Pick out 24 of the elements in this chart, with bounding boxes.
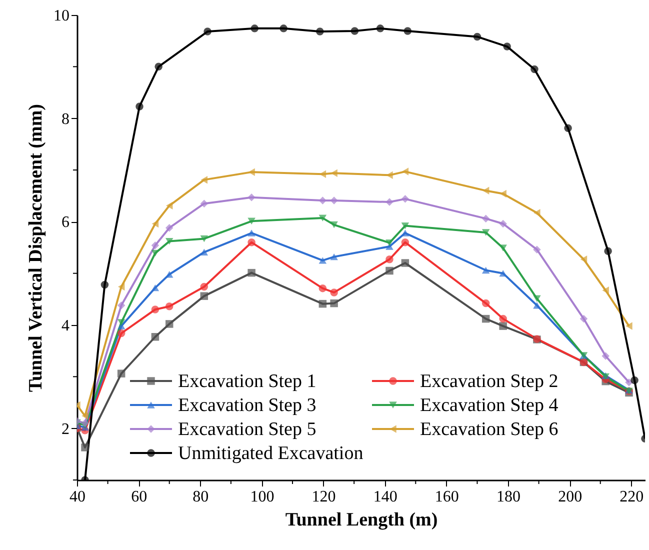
legend-label: Excavation Step 1 [178,371,316,392]
x-tick-label: 160 [434,488,459,506]
legend-label: Excavation Step 2 [420,371,558,392]
legend-label: Excavation Step 6 [420,419,558,440]
y-axis-title: Tunnel Vertical Displacement (mm) [26,104,46,392]
x-tick-label: 40 [70,488,86,506]
legend-label: Excavation Step 3 [178,395,316,416]
x-tick-label: 220 [620,488,644,506]
x-tick-label: 80 [192,488,209,506]
legend-label: Excavation Step 5 [178,419,316,440]
x-tick-label: 140 [373,488,398,506]
x-tick-label: 120 [312,488,336,506]
x-tick-label: 60 [131,488,148,506]
y-tick-label: 8 [62,110,70,128]
y-tick-label: 10 [54,8,70,24]
y-tick-label: 6 [62,214,70,232]
legend-label: Unmitigated Excavation [178,443,364,464]
x-axis-title: Tunnel Length (m) [285,510,438,530]
x-tick-label: 100 [250,488,274,506]
x-tick-label: 180 [496,488,521,506]
y-tick-label: 2 [62,420,70,438]
x-tick-label: 200 [558,488,582,506]
legend-label: Excavation Step 4 [420,395,559,416]
y-tick-label: 4 [62,318,70,334]
